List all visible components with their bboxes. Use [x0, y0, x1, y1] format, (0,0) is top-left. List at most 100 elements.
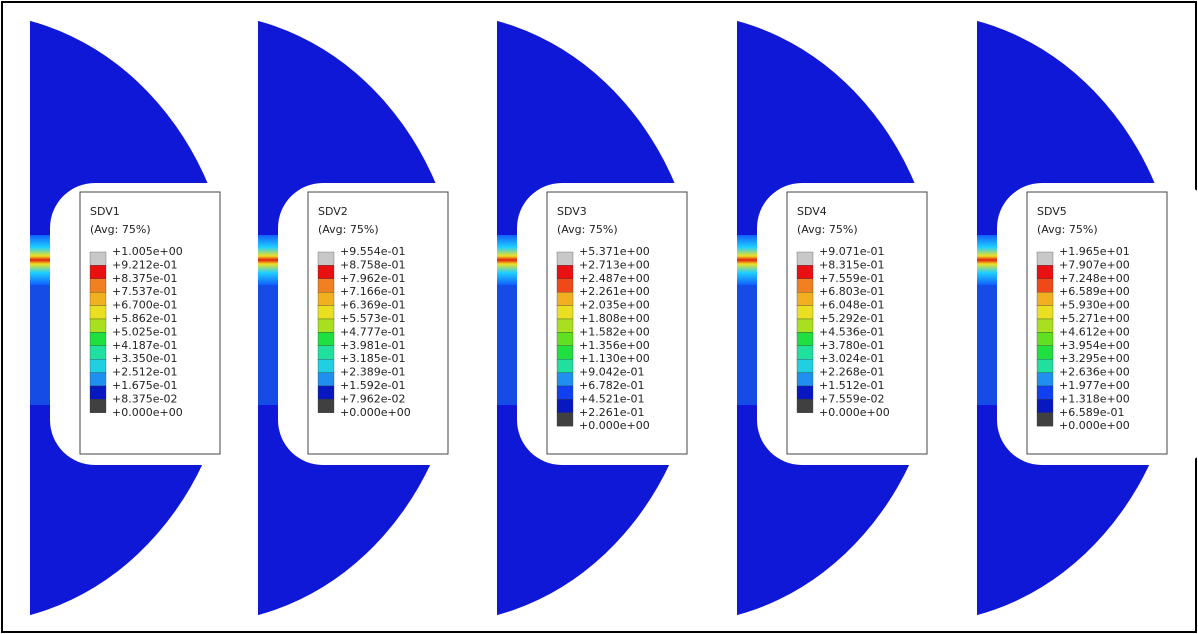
- legend-label: +1.592e-01: [340, 379, 405, 392]
- legend-label: +3.350e-01: [112, 352, 177, 365]
- legend-swatch: [796, 305, 814, 320]
- legend-label: +0.000e+00: [112, 406, 183, 419]
- legend-avg: (Avg: 75%): [90, 223, 151, 236]
- legend-swatch: [1036, 345, 1054, 360]
- legend-swatch: [796, 251, 814, 266]
- legend-label: +2.389e-01: [340, 366, 405, 379]
- blue-band: [497, 285, 519, 405]
- legend-swatch: [1036, 399, 1054, 413]
- legend-swatch: [317, 345, 335, 360]
- legend-swatch: [796, 399, 814, 413]
- legend-label: +1.318e+00: [1059, 392, 1130, 405]
- blue-band: [30, 285, 52, 405]
- legend-label: +8.315e-01: [819, 258, 884, 271]
- legend-label: +1.005e+00: [112, 245, 183, 258]
- legend-label: +3.295e+00: [1059, 352, 1130, 365]
- legend-swatch: [796, 345, 814, 360]
- legend-label: +3.185e-01: [340, 352, 405, 365]
- legend-swatch: [1036, 359, 1054, 373]
- legend-swatch: [89, 278, 107, 293]
- legend-label: +4.536e-01: [819, 325, 884, 338]
- legend-label: +8.375e-02: [112, 392, 177, 405]
- legend-swatch: [1036, 251, 1054, 266]
- contour-panel: SDV2(Avg: 75%)+9.554e-01+8.758e-01+7.962…: [258, 20, 498, 616]
- legend-swatch: [1036, 278, 1054, 293]
- legend-avg: (Avg: 75%): [1037, 223, 1098, 236]
- legend-swatch: [89, 292, 107, 306]
- hot-stripe: [258, 235, 280, 285]
- contour-panel: SDV4(Avg: 75%)+9.071e-01+8.315e-01+7.559…: [737, 20, 977, 616]
- legend-label: +7.907e+00: [1059, 258, 1130, 271]
- legend-swatch: [1036, 318, 1054, 333]
- legend-swatch: [796, 292, 814, 306]
- legend-label: +7.962e-01: [340, 272, 405, 285]
- legend-swatch: [317, 385, 335, 400]
- legend-swatch: [1036, 292, 1054, 306]
- legend-label: +1.965e+01: [1059, 245, 1130, 258]
- legend-label: +1.512e-01: [819, 379, 884, 392]
- legend-label: +0.000e+00: [1059, 419, 1130, 432]
- legend-swatch: [1036, 385, 1054, 400]
- legend-title: SDV3: [557, 205, 587, 218]
- legend-label: +3.954e+00: [1059, 339, 1130, 352]
- legend-swatch: [556, 372, 574, 387]
- legend-label: +0.000e+00: [819, 406, 890, 419]
- contour-panel: SDV5 (Avg: 75%) +1.965e+01+7.907e+00+7.248…: [977, 20, 1198, 616]
- legend-swatch: [556, 385, 574, 400]
- contour-panel: SDV3 (Avg: 75%) +5.371e+00+2.713e+00+2.487…: [497, 20, 737, 616]
- legend-label: +1.977e+00: [1059, 379, 1130, 392]
- legend-label: +2.261e-01: [579, 406, 644, 419]
- legend-label: +6.589e+00: [1059, 285, 1130, 298]
- legend-label: +9.554e-01: [340, 245, 405, 258]
- legend-label: +6.700e-01: [112, 299, 177, 312]
- legend-label: +2.261e+00: [579, 285, 650, 298]
- legend-swatch: [89, 399, 107, 413]
- legend-label: +5.271e+00: [1059, 312, 1130, 325]
- legend-swatch: [796, 359, 814, 373]
- legend-swatch: [89, 265, 107, 279]
- legend-label: +6.048e-01: [819, 299, 884, 312]
- legend-swatch: [556, 399, 574, 413]
- legend-label: +3.981e-01: [340, 339, 405, 352]
- legend-label: +2.512e-01: [112, 366, 177, 379]
- hot-stripe: [30, 235, 52, 285]
- legend-swatch: [317, 359, 335, 373]
- legend-swatch: [89, 359, 107, 373]
- legend-swatch: [89, 372, 107, 387]
- legend-swatch: [1036, 332, 1054, 346]
- legend-avg: (Avg: 75%): [557, 223, 618, 236]
- legend-swatch: [317, 265, 335, 279]
- legend-label: +5.025e-01: [112, 325, 177, 338]
- legend-label: +1.582e+00: [579, 325, 650, 338]
- legend-label: +5.862e-01: [112, 312, 177, 325]
- legend-title: SDV5: [1037, 205, 1067, 218]
- legend-label: +7.248e+00: [1059, 272, 1130, 285]
- hot-stripe: [497, 235, 519, 285]
- legend-label: +3.780e-01: [819, 339, 884, 352]
- legend-label: +5.573e-01: [340, 312, 405, 325]
- legend-label: +0.000e+00: [340, 406, 411, 419]
- legend-label: +2.035e+00: [579, 299, 650, 312]
- legend-label: +4.187e-01: [112, 339, 177, 352]
- blue-band: [258, 285, 280, 405]
- legend-swatch: [1036, 372, 1054, 387]
- legend-label: +7.537e-01: [112, 285, 177, 298]
- legend-label: +7.962e-02: [340, 392, 405, 405]
- legend-swatch: [556, 318, 574, 333]
- legend-swatch: [89, 251, 107, 266]
- legend-label: +0.000e+00: [579, 419, 650, 432]
- legend-swatch: [89, 345, 107, 360]
- legend-swatch: [317, 372, 335, 387]
- legend-title: SDV2: [318, 205, 348, 218]
- legend-swatch: [556, 251, 574, 266]
- legend-swatch: [556, 305, 574, 320]
- legend-swatch: [1036, 265, 1054, 279]
- legend-label: +6.782e-01: [579, 379, 644, 392]
- legend-swatch: [317, 399, 335, 413]
- legend-label: +9.042e-01: [579, 366, 644, 379]
- legend-swatch: [556, 412, 574, 427]
- legend-avg: (Avg: 75%): [797, 223, 858, 236]
- legend-label: +1.356e+00: [579, 339, 650, 352]
